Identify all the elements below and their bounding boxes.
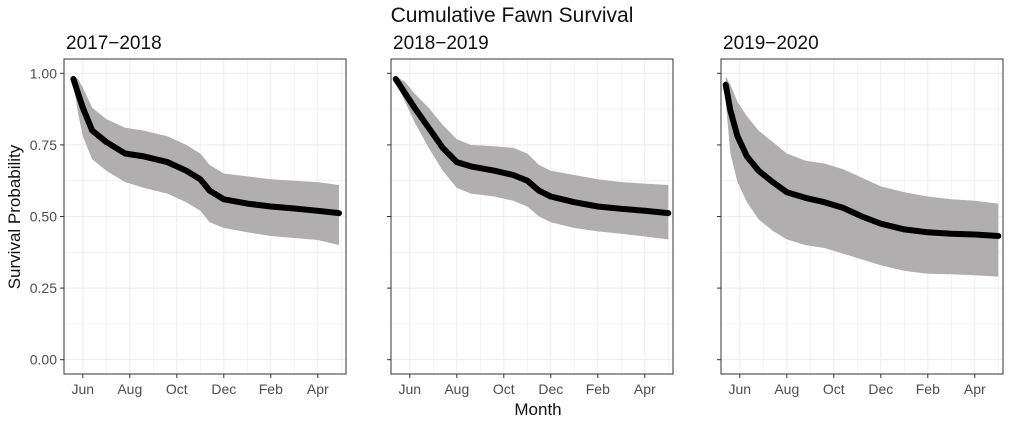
x-tick-label: Dec xyxy=(211,381,236,397)
x-tick-label: Dec xyxy=(868,381,893,397)
y-tick-label: 0.00 xyxy=(30,352,57,368)
x-tick-label: Dec xyxy=(538,381,563,397)
x-tick-label: Apr xyxy=(307,381,329,397)
x-tick-label: Feb xyxy=(916,381,940,397)
survival-line xyxy=(70,76,342,217)
x-tick-label: Aug xyxy=(117,381,142,397)
survival-line xyxy=(722,81,1002,239)
x-tick-label: Jun xyxy=(72,381,95,397)
panel-title: 2017−2018 xyxy=(66,33,162,54)
confidence-ribbon xyxy=(73,76,340,246)
x-tick-label: Aug xyxy=(444,381,469,397)
x-tick-label: Oct xyxy=(823,381,845,397)
y-tick-label: 0.50 xyxy=(30,209,57,225)
x-tick-label: Oct xyxy=(493,381,515,397)
y-tick-label: 1.00 xyxy=(30,65,57,81)
confidence-ribbon xyxy=(725,76,999,277)
x-tick-label: Apr xyxy=(634,381,656,397)
x-tick-label: Aug xyxy=(774,381,799,397)
y-tick-label: 0.25 xyxy=(30,280,57,296)
x-tick-label: Oct xyxy=(166,381,188,397)
panel-2: 2018−2019 Jun Aug Oct Dec Feb Apr xyxy=(387,33,674,397)
panel-title: 2019−2020 xyxy=(723,33,819,54)
x-tick-label: Feb xyxy=(586,381,610,397)
chart-title: Cumulative Fawn Survival xyxy=(391,4,634,27)
panel-3: 2019−2020 Jun Aug Oct Dec Feb Apr xyxy=(717,33,1004,397)
x-tick-label: Jun xyxy=(399,381,422,397)
x-tick-label: Apr xyxy=(964,381,986,397)
panel-title: 2018−2019 xyxy=(393,33,489,54)
y-axis-label: Survival Probability xyxy=(5,144,24,289)
confidence-ribbon xyxy=(395,76,669,240)
survival-line xyxy=(392,76,672,217)
y-tick-label: 0.75 xyxy=(30,137,57,153)
panels-group: 2017−2018 0.00 0.25 0.50 0.75 1.00 Jun Aug Oct De… xyxy=(30,33,1004,397)
x-tick-label: Jun xyxy=(729,381,752,397)
x-tick-label: Feb xyxy=(259,381,283,397)
panel-1: 2017−2018 0.00 0.25 0.50 0.75 1.00 Jun Aug Oct De… xyxy=(30,33,347,397)
x-axis-label: Month xyxy=(514,400,561,419)
